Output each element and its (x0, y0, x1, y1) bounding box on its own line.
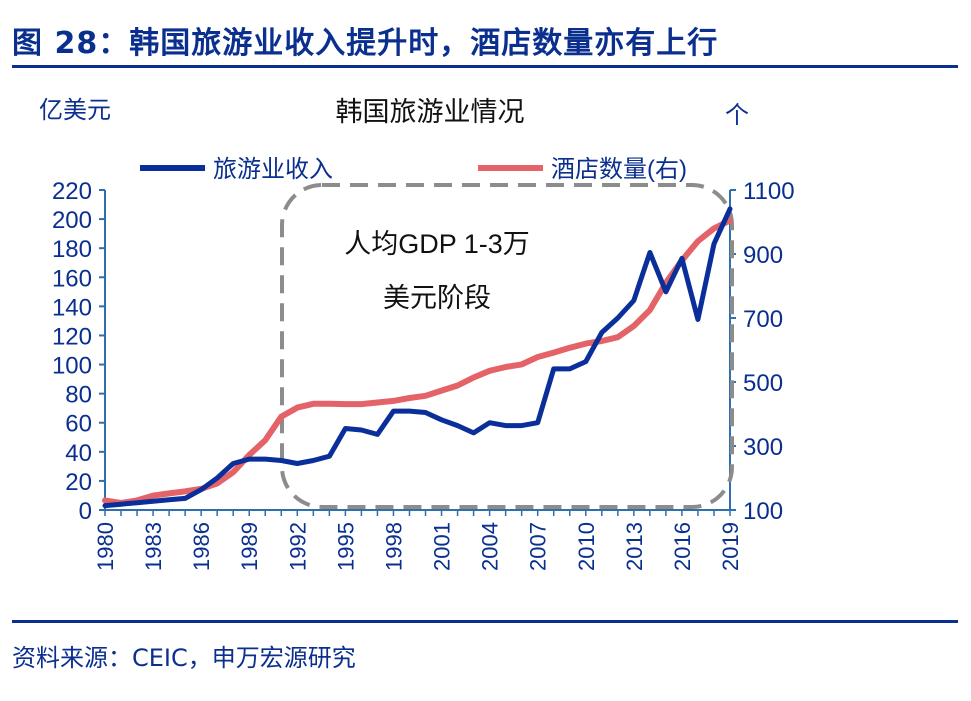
x-tick-label: 1998 (381, 522, 406, 571)
left-tick-label: 20 (65, 469, 92, 496)
right-tick-label: 700 (743, 306, 783, 333)
legend-label-revenue: 旅游业收入 (213, 156, 333, 183)
x-tick-label: 1992 (285, 522, 310, 571)
left-tick-label: 100 (52, 353, 92, 380)
axes: 0204060801001201401601802002201003005007… (52, 178, 795, 571)
x-tick-label: 2007 (526, 522, 551, 571)
right-tick-label: 900 (743, 242, 783, 269)
left-tick-label: 0 (79, 498, 92, 525)
chart-title: 韩国旅游业情况 (336, 97, 525, 127)
left-tick-label: 140 (52, 294, 92, 321)
x-tick-label: 1986 (189, 522, 214, 571)
left-tick-label: 80 (65, 382, 92, 409)
title-rule (12, 65, 958, 68)
right-tick-label: 1100 (743, 178, 795, 205)
source-rule (12, 620, 958, 623)
right-tick-label: 500 (743, 370, 783, 397)
x-tick-label: 2010 (574, 522, 599, 571)
right-axis-unit: 个 (725, 102, 749, 129)
x-tick-label: 1980 (93, 522, 118, 571)
source-note: 资料来源：CEIC，申万宏源研究 (12, 644, 356, 672)
legend: 旅游业收入 酒店数量(右) (140, 156, 687, 183)
annotation-box (280, 183, 734, 509)
right-tick-label: 300 (743, 434, 783, 461)
legend-label-hotels: 酒店数量(右) (551, 156, 687, 183)
figure-title: 图 28：韩国旅游业收入提升时，酒店数量亦有上行 (12, 26, 719, 61)
left-tick-label: 180 (52, 236, 92, 263)
series-line-hotels (102, 217, 733, 506)
left-tick-label: 200 (52, 207, 92, 234)
left-tick-label: 60 (65, 411, 92, 438)
x-tick-label: 1995 (333, 522, 358, 571)
x-tick-label: 2001 (430, 522, 455, 571)
left-tick-label: 40 (65, 440, 92, 467)
x-tick-label: 2016 (670, 522, 695, 571)
x-tick-label: 1989 (237, 522, 262, 571)
right-tick-label: 100 (743, 498, 783, 525)
left-tick-label: 160 (52, 265, 92, 292)
x-tick-label: 1983 (141, 522, 166, 571)
left-tick-label: 220 (52, 178, 92, 205)
left-axis-unit: 亿美元 (39, 97, 111, 124)
left-tick-label: 120 (52, 323, 92, 350)
series-layer (102, 206, 733, 509)
annotation-line-1: 人均GDP 1-3万 (344, 229, 530, 259)
x-tick-label: 2004 (478, 522, 503, 571)
annotation-line-2: 美元阶段 (383, 283, 491, 313)
x-tick-label: 2013 (622, 522, 647, 571)
x-tick-label: 2019 (718, 522, 743, 571)
series-line-revenue (102, 206, 733, 509)
